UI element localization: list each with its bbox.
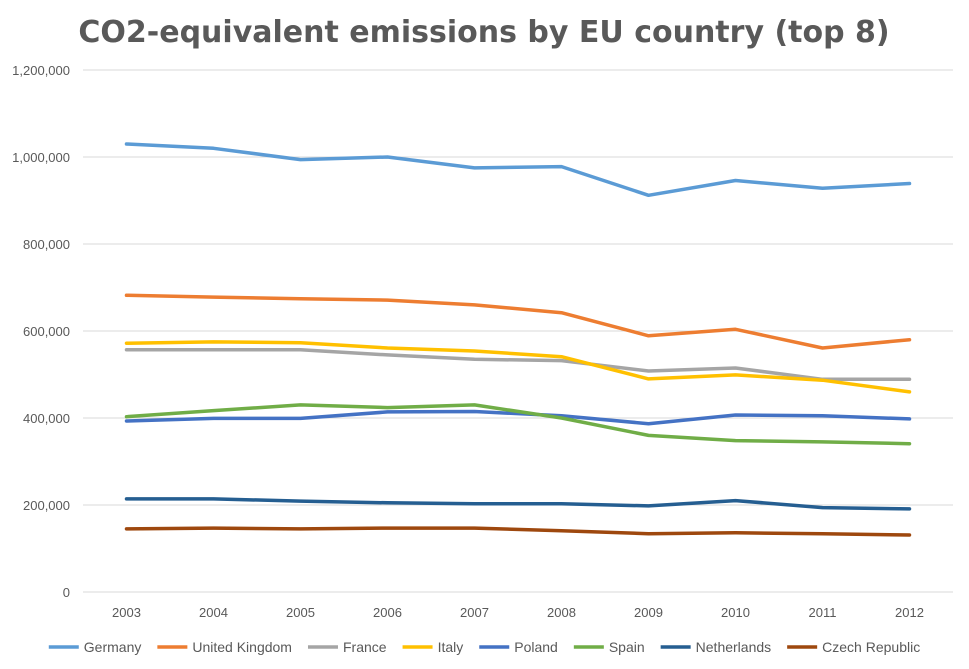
y-tick-label: 800,000: [23, 237, 70, 252]
legend: Germany United Kingdom France Italy Poland Sp…: [48, 639, 920, 655]
legend-label: Poland: [514, 639, 558, 655]
x-tick-label: 2004: [199, 605, 228, 620]
y-tick-label: 400,000: [23, 411, 70, 426]
legend-label: Italy: [438, 639, 464, 655]
y-tick-label: 0: [63, 585, 70, 600]
series-line-poland: [124, 409, 912, 426]
legend-label: Czech Republic: [822, 639, 920, 655]
legend-item-united-kingdom: United Kingdom: [157, 639, 292, 655]
series-line-united-kingdom: [124, 293, 912, 350]
x-tick-label: 2011: [809, 605, 837, 620]
x-tick-label: 2005: [286, 605, 315, 620]
chart-title: CO2-equivalent emissions by EU country (…: [78, 15, 889, 50]
series-lines: [124, 142, 912, 537]
legend-label: France: [343, 639, 387, 655]
legend-item-spain: Spain: [573, 639, 645, 655]
legend-item-czech-republic: Czech Republic: [787, 639, 920, 655]
x-tick-label: 2009: [634, 605, 663, 620]
legend-label: Netherlands: [696, 639, 772, 655]
series-line-italy: [124, 340, 912, 394]
legend-item-germany: Germany: [48, 639, 142, 655]
y-tick-label: 600,000: [23, 324, 70, 339]
x-tick-label: 2012: [895, 605, 924, 620]
legend-item-italy: Italy: [402, 639, 464, 655]
x-tick-label: 2007: [460, 605, 489, 620]
y-tick-label: 1,000,000: [12, 150, 70, 165]
x-axis-tick-labels: 2003 2004 2005 2006 2007 2008 2009 2010 2011 2012: [112, 605, 924, 620]
legend-label: Germany: [84, 639, 142, 655]
legend-label: Spain: [609, 639, 645, 655]
legend-item-netherlands: Netherlands: [660, 639, 772, 655]
series-line-netherlands: [124, 497, 912, 511]
legend-item-france: France: [307, 639, 387, 655]
legend-label: United Kingdom: [192, 639, 292, 655]
series-line-france: [124, 347, 912, 382]
series-line-czech-republic: [124, 526, 912, 537]
y-tick-label: 200,000: [23, 498, 70, 513]
series-line-germany: [124, 142, 912, 198]
legend-item-poland: Poland: [479, 639, 558, 655]
y-axis-tick-labels: 0 200,000 400,000 600,000 800,000 1,000,000 1,…: [12, 63, 70, 600]
y-tick-label: 1,200,000: [12, 63, 70, 78]
x-tick-label: 2003: [112, 605, 141, 620]
x-tick-label: 2006: [373, 605, 402, 620]
x-tick-label: 2008: [547, 605, 576, 620]
series-line-spain: [124, 403, 912, 446]
x-tick-label: 2010: [721, 605, 750, 620]
